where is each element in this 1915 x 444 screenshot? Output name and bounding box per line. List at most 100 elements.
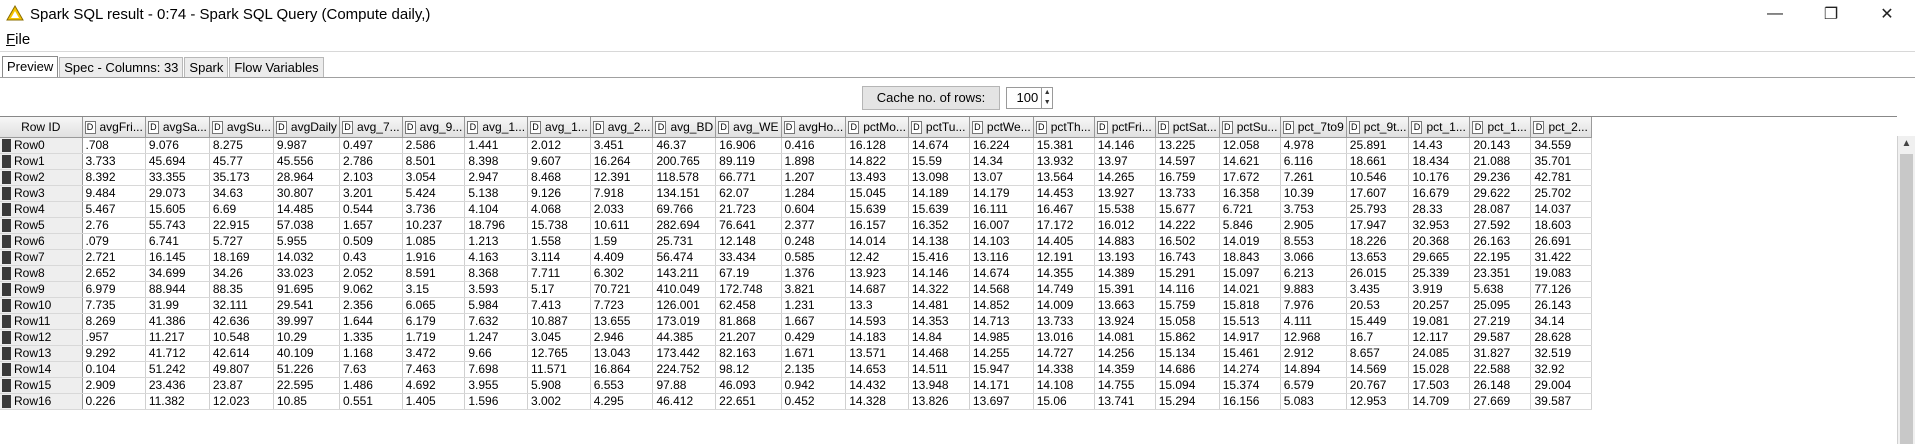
table-cell[interactable]: 24.085 <box>1408 345 1471 362</box>
table-cell[interactable]: 16.007 <box>969 217 1034 234</box>
table-cell[interactable]: 16.679 <box>1408 185 1471 202</box>
table-cell[interactable]: 2.947 <box>464 169 529 186</box>
table-cell[interactable]: 1.376 <box>781 265 847 282</box>
table-cell[interactable]: 21.723 <box>715 201 782 218</box>
table-cell[interactable]: 1.657 <box>339 217 403 234</box>
table-cell[interactable]: 224.752 <box>652 361 717 378</box>
table-cell[interactable]: 14.389 <box>1094 265 1156 282</box>
table-cell[interactable]: 9.883 <box>1280 281 1347 298</box>
table-cell[interactable]: 2.912 <box>1280 345 1347 362</box>
table-cell[interactable]: 29.665 <box>1408 249 1471 266</box>
table-cell[interactable]: 25.095 <box>1469 297 1532 314</box>
table-cell[interactable]: 5.138 <box>464 185 529 202</box>
table-cell[interactable]: 1.486 <box>339 377 403 394</box>
table-cell[interactable]: 14.322 <box>908 281 970 298</box>
table-cell[interactable]: 22.195 <box>1469 249 1532 266</box>
table-cell[interactable]: 49.807 <box>209 361 274 378</box>
table-cell[interactable]: 1.168 <box>339 345 403 362</box>
table-cell[interactable]: 6.116 <box>1280 153 1347 170</box>
table-cell[interactable]: 15.391 <box>1094 281 1156 298</box>
table-cell[interactable]: 14.338 <box>1033 361 1095 378</box>
table-cell[interactable]: 14.593 <box>845 313 909 330</box>
table-cell[interactable]: 12.191 <box>1033 249 1095 266</box>
table-cell[interactable]: 25.339 <box>1408 265 1471 282</box>
table-cell[interactable]: 0.509 <box>339 233 403 250</box>
table-cell[interactable]: 15.677 <box>1155 201 1220 218</box>
table-cell[interactable]: 12.058 <box>1219 137 1281 154</box>
row-id-cell[interactable]: Row8 <box>0 265 83 282</box>
table-cell[interactable]: 14.727 <box>1033 345 1095 362</box>
table-cell[interactable]: 27.592 <box>1469 217 1532 234</box>
table-cell[interactable]: 0.942 <box>781 377 847 394</box>
table-cell[interactable]: 12.968 <box>1280 329 1347 346</box>
table-cell[interactable]: 13.932 <box>1033 153 1095 170</box>
table-cell[interactable]: 15.06 <box>1033 393 1095 410</box>
table-cell[interactable]: 32.111 <box>209 297 274 314</box>
table-cell[interactable]: 19.083 <box>1530 265 1593 282</box>
table-cell[interactable]: 17.172 <box>1033 217 1095 234</box>
table-cell[interactable]: 0.226 <box>82 393 146 410</box>
table-cell[interactable]: 16.467 <box>1033 201 1095 218</box>
restore-button[interactable]: ❐ <box>1823 6 1839 23</box>
row-id-cell[interactable]: Row6 <box>0 233 83 250</box>
table-cell[interactable]: 26.691 <box>1530 233 1593 250</box>
table-cell[interactable]: 1.596 <box>464 393 529 410</box>
table-cell[interactable]: 8.468 <box>527 169 591 186</box>
table-cell[interactable]: 5.083 <box>1280 393 1347 410</box>
table-cell[interactable]: 34.26 <box>209 265 274 282</box>
table-cell[interactable]: 23.351 <box>1469 265 1532 282</box>
table-cell[interactable]: 14.081 <box>1094 329 1156 346</box>
table-cell[interactable]: 44.385 <box>652 329 717 346</box>
table-cell[interactable]: 15.818 <box>1219 297 1281 314</box>
table-cell[interactable]: 27.669 <box>1469 393 1532 410</box>
table-cell[interactable]: 11.382 <box>145 393 210 410</box>
table-cell[interactable]: 23.87 <box>209 377 274 394</box>
table-cell[interactable]: 13.564 <box>1033 169 1095 186</box>
table-cell[interactable]: 10.29 <box>273 329 340 346</box>
table-cell[interactable]: 14.021 <box>1219 281 1281 298</box>
table-cell[interactable]: 19.081 <box>1408 313 1471 330</box>
table-cell[interactable]: 3.066 <box>1280 249 1347 266</box>
table-cell[interactable]: 2.721 <box>82 249 146 266</box>
table-cell[interactable]: 16.157 <box>845 217 909 234</box>
table-row[interactable]: Row13 9.292 41.712 42.614 40.109 1.168 3.472 9.… <box>0 345 1593 362</box>
table-cell[interactable]: 14.353 <box>908 313 970 330</box>
table-cell[interactable]: 2.135 <box>781 361 847 378</box>
table-cell[interactable]: 8.269 <box>82 313 146 330</box>
table-cell[interactable]: 15.294 <box>1155 393 1220 410</box>
table-cell[interactable]: 42.636 <box>209 313 274 330</box>
table-cell[interactable]: 42.781 <box>1530 169 1593 186</box>
tab-flow-variables[interactable]: Flow Variables <box>229 57 324 77</box>
table-cell[interactable]: 14.255 <box>969 345 1034 362</box>
table-cell[interactable]: 14.019 <box>1219 233 1281 250</box>
scroll-up-icon[interactable]: ▲ <box>1901 138 1912 149</box>
table-cell[interactable]: 14.189 <box>908 185 970 202</box>
table-cell[interactable]: 14.265 <box>1094 169 1156 186</box>
table-cell[interactable]: 20.143 <box>1469 137 1532 154</box>
row-id-cell[interactable]: Row5 <box>0 217 83 234</box>
table-cell[interactable]: 1.441 <box>464 137 529 154</box>
table-cell[interactable]: 18.226 <box>1346 233 1410 250</box>
table-cell[interactable]: 26.015 <box>1346 265 1410 282</box>
table-cell[interactable]: 13.225 <box>1155 137 1220 154</box>
table-cell[interactable]: 1.405 <box>402 393 466 410</box>
table-cell[interactable]: 18.843 <box>1219 249 1281 266</box>
table-cell[interactable]: 12.953 <box>1346 393 1410 410</box>
table-cell[interactable]: 2.76 <box>82 217 146 234</box>
table-cell[interactable]: 4.068 <box>527 201 591 218</box>
table-cell[interactable]: 22.915 <box>209 217 274 234</box>
table-cell[interactable]: 6.721 <box>1219 201 1281 218</box>
table-cell[interactable]: 5.955 <box>273 233 340 250</box>
table-cell[interactable]: 34.63 <box>209 185 274 202</box>
table-cell[interactable]: 13.697 <box>969 393 1034 410</box>
table-cell[interactable]: 22.595 <box>273 377 340 394</box>
table-cell[interactable]: 14.256 <box>1094 345 1156 362</box>
table-cell[interactable]: 15.097 <box>1219 265 1281 282</box>
table-cell[interactable]: 26.163 <box>1469 233 1532 250</box>
table-cell[interactable]: 2.905 <box>1280 217 1347 234</box>
table-cell[interactable]: 34.14 <box>1530 313 1593 330</box>
